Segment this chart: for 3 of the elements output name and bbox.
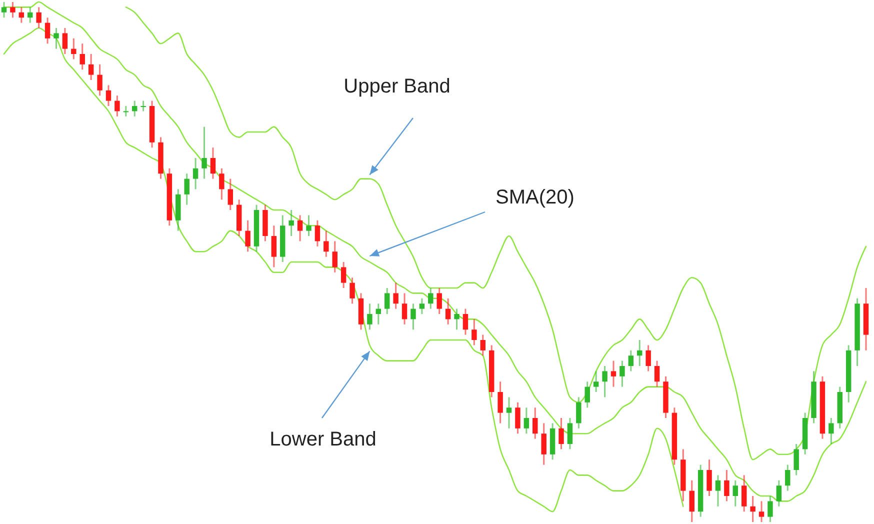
annotation: Lower Band — [270, 428, 376, 450]
annotation: Upper Band — [344, 75, 450, 98]
annotation: SMA(20) — [496, 186, 574, 208]
